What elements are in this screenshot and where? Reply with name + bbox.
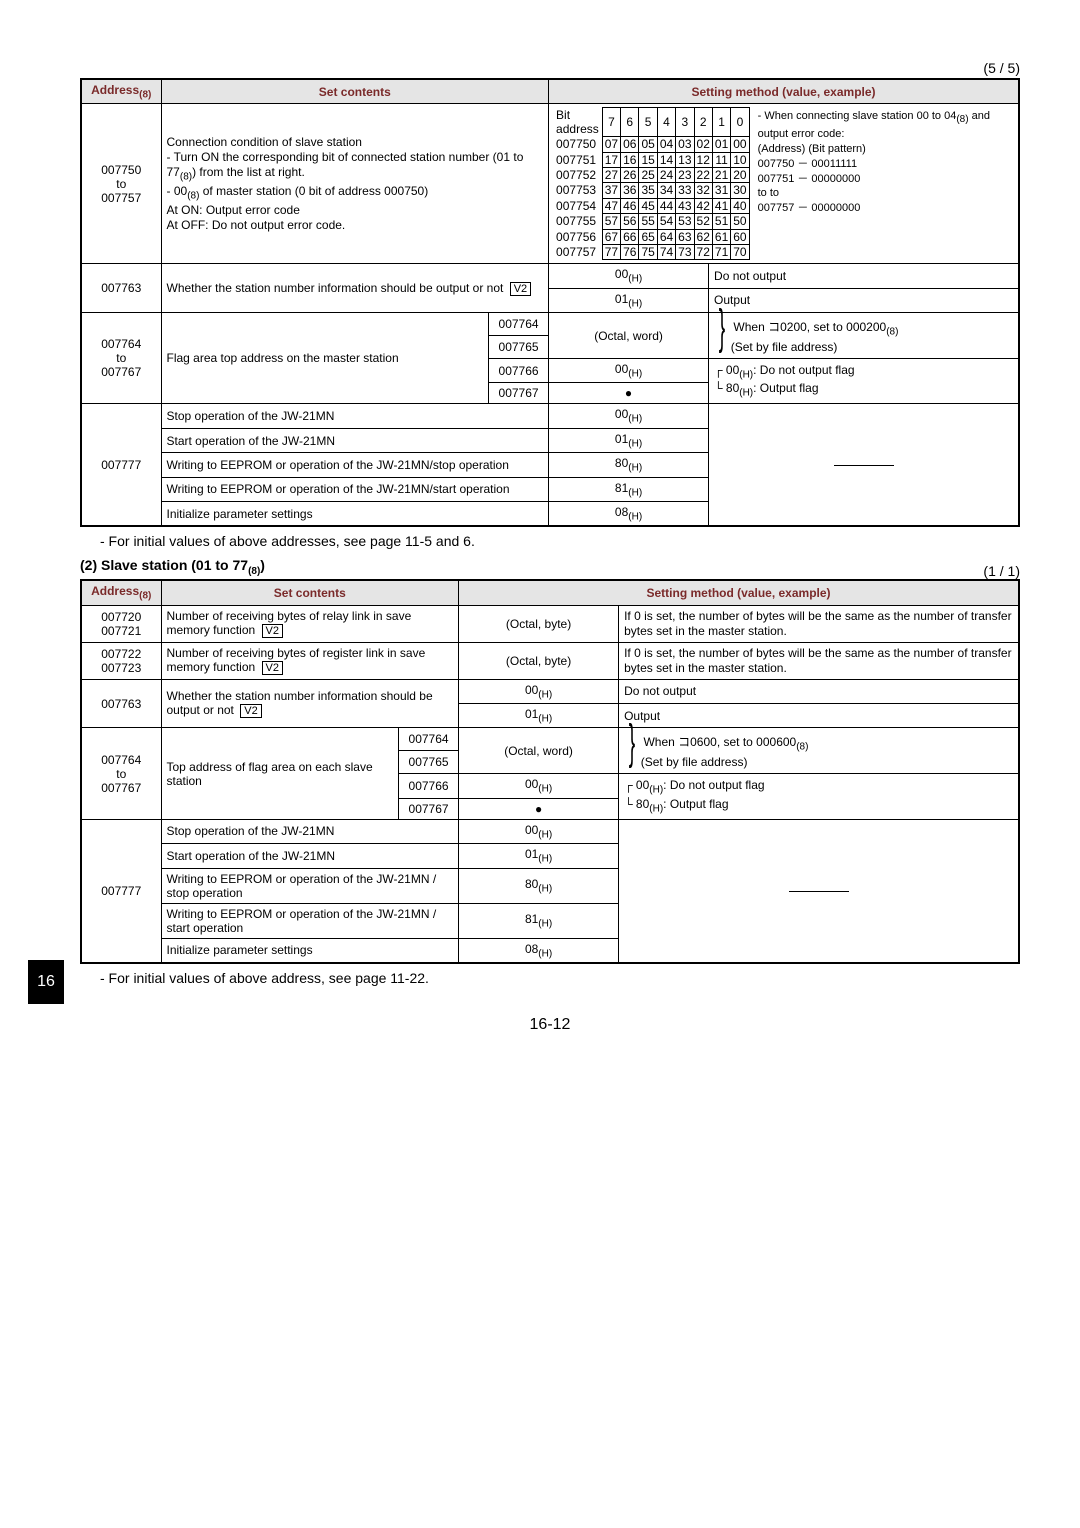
desc-register-link: Number of receiving bytes of register li…: [161, 642, 459, 679]
header-setting-method-2: Setting method (value, example): [459, 580, 1019, 605]
desc-flag-area: Flag area top address on the master stat…: [161, 313, 489, 404]
desc-flag-area-2: Top address of flag area on each slave s…: [161, 728, 399, 819]
val-register-octal: (Octal, byte): [459, 642, 619, 679]
bit-address-table: Bit address 76543210 0077500706050403020…: [554, 107, 750, 260]
val-init: 08(H): [549, 502, 709, 527]
subaddr-007764: 007764: [489, 313, 549, 336]
val-eeprom-start: 81(H): [549, 477, 709, 501]
addr-007763-2: 007763: [81, 679, 161, 728]
addr-007720: 007720 007721: [81, 605, 161, 642]
desc-station-output: Whether the station number information s…: [161, 264, 549, 313]
method-register: If 0 is set, the number of bytes will be…: [619, 642, 1019, 679]
method-flag-top-2: } When コ0600, set to 000600(8) (Set by f…: [619, 728, 1019, 774]
desc-eeprom-stop: Writing to EEPROM or operation of the JW…: [161, 453, 549, 477]
note-initial-values-1: - For initial values of above addresses,…: [100, 533, 1020, 549]
method-flag-branch: ┌ 00(H): Do not output flag └ 80(H): Out…: [709, 359, 1019, 404]
desc-relay-link: Number of receiving bytes of relay link …: [161, 605, 459, 642]
val-relay-octal: (Octal, byte): [459, 605, 619, 642]
page-counter-top: (5 / 5): [80, 60, 1020, 76]
subaddr-007764-2: 007764: [399, 728, 459, 751]
page-counter-mid: (1 / 1): [983, 563, 1020, 579]
val-00h-2: 00(H): [459, 679, 619, 703]
addr-007722: 007722 007723: [81, 642, 161, 679]
val-start-2: 01(H): [459, 844, 619, 868]
val-01h: 01(H): [549, 288, 709, 312]
subaddr-007767-2: 007767: [399, 798, 459, 819]
side-page-tab: 16: [28, 960, 64, 1004]
subaddr-007765: 007765: [489, 336, 549, 359]
connection-example: - When connecting slave station 00 to 04…: [754, 107, 1013, 218]
header-address-2: Address(8): [81, 580, 161, 605]
table-master-station: Address(8) Set contents Setting method (…: [80, 78, 1020, 527]
desc-init: Initialize parameter settings: [161, 502, 549, 527]
val-00h: 00(H): [549, 264, 709, 288]
addr-007750: 007750 to 007757: [81, 104, 161, 264]
method-dash: [709, 404, 1019, 526]
desc-station-output-2: Whether the station number information s…: [161, 679, 459, 728]
val-eeprom-start-2: 81(H): [459, 903, 619, 938]
method-flag-branch-2: ┌ 00(H): Do not output flag └ 80(H): Out…: [619, 774, 1019, 819]
val-start: 01(H): [549, 428, 709, 452]
method-output: Output: [709, 288, 1019, 312]
subaddr-007767: 007767: [489, 383, 549, 404]
desc-eeprom-start-2: Writing to EEPROM or operation of the JW…: [161, 903, 459, 938]
header-address: Address(8): [81, 79, 161, 104]
addr-007763: 007763: [81, 264, 161, 313]
subaddr-007766-2: 007766: [399, 774, 459, 798]
bit-address-cell: Bit address 76543210 0077500706050403020…: [549, 104, 1019, 264]
val-01h-2: 01(H): [459, 704, 619, 728]
val-stop: 00(H): [549, 404, 709, 428]
note-initial-values-2: - For initial values of above address, s…: [100, 970, 1020, 986]
val-eeprom-stop-2: 80(H): [459, 868, 619, 903]
desc-eeprom-stop-2: Writing to EEPROM or operation of the JW…: [161, 868, 459, 903]
addr-007777: 007777: [81, 404, 161, 526]
method-relay: If 0 is set, the number of bytes will be…: [619, 605, 1019, 642]
addr-007764: 007764 to 007767: [81, 313, 161, 404]
table-slave-station: Address(8) Set contents Setting method (…: [80, 579, 1020, 964]
desc-start-op-2: Start operation of the JW-21MN: [161, 844, 459, 868]
desc-eeprom-start: Writing to EEPROM or operation of the JW…: [161, 477, 549, 501]
method-output-2: Output: [619, 704, 1019, 728]
desc-stop-op: Stop operation of the JW-21MN: [161, 404, 549, 428]
header-set-contents-2: Set contents: [161, 580, 459, 605]
section-slave-title: (2) Slave station (01 to 77(8)): [80, 557, 265, 577]
val-dot-2: ●: [459, 798, 619, 819]
val-00h-flag-2: 00(H): [459, 774, 619, 798]
method-do-not-output-2: Do not output: [619, 679, 1019, 703]
header-set-contents: Set contents: [161, 79, 549, 104]
header-setting-method: Setting method (value, example): [549, 79, 1019, 104]
subaddr-007765-2: 007765: [399, 751, 459, 774]
val-stop-2: 00(H): [459, 819, 619, 843]
val-octal-word-2: (Octal, word): [459, 728, 619, 774]
desc-start-op: Start operation of the JW-21MN: [161, 428, 549, 452]
desc-connection-condition: Connection condition of slave station - …: [161, 104, 549, 264]
addr-007764-2: 007764 to 007767: [81, 728, 161, 819]
desc-init-2: Initialize parameter settings: [161, 938, 459, 963]
val-00h-flag: 00(H): [549, 359, 709, 383]
val-dot: ●: [549, 383, 709, 404]
method-dash-2: [619, 819, 1019, 963]
val-eeprom-stop: 80(H): [549, 453, 709, 477]
addr-007777-2: 007777: [81, 819, 161, 963]
val-octal-word: (Octal, word): [549, 313, 709, 359]
method-do-not-output: Do not output: [709, 264, 1019, 288]
val-init-2: 08(H): [459, 938, 619, 963]
method-flag-top: } When コ0200, set to 000200(8) (Set by f…: [709, 313, 1019, 359]
page-number: 16-12: [80, 1016, 1020, 1034]
desc-stop-op-2: Stop operation of the JW-21MN: [161, 819, 459, 843]
subaddr-007766: 007766: [489, 359, 549, 383]
